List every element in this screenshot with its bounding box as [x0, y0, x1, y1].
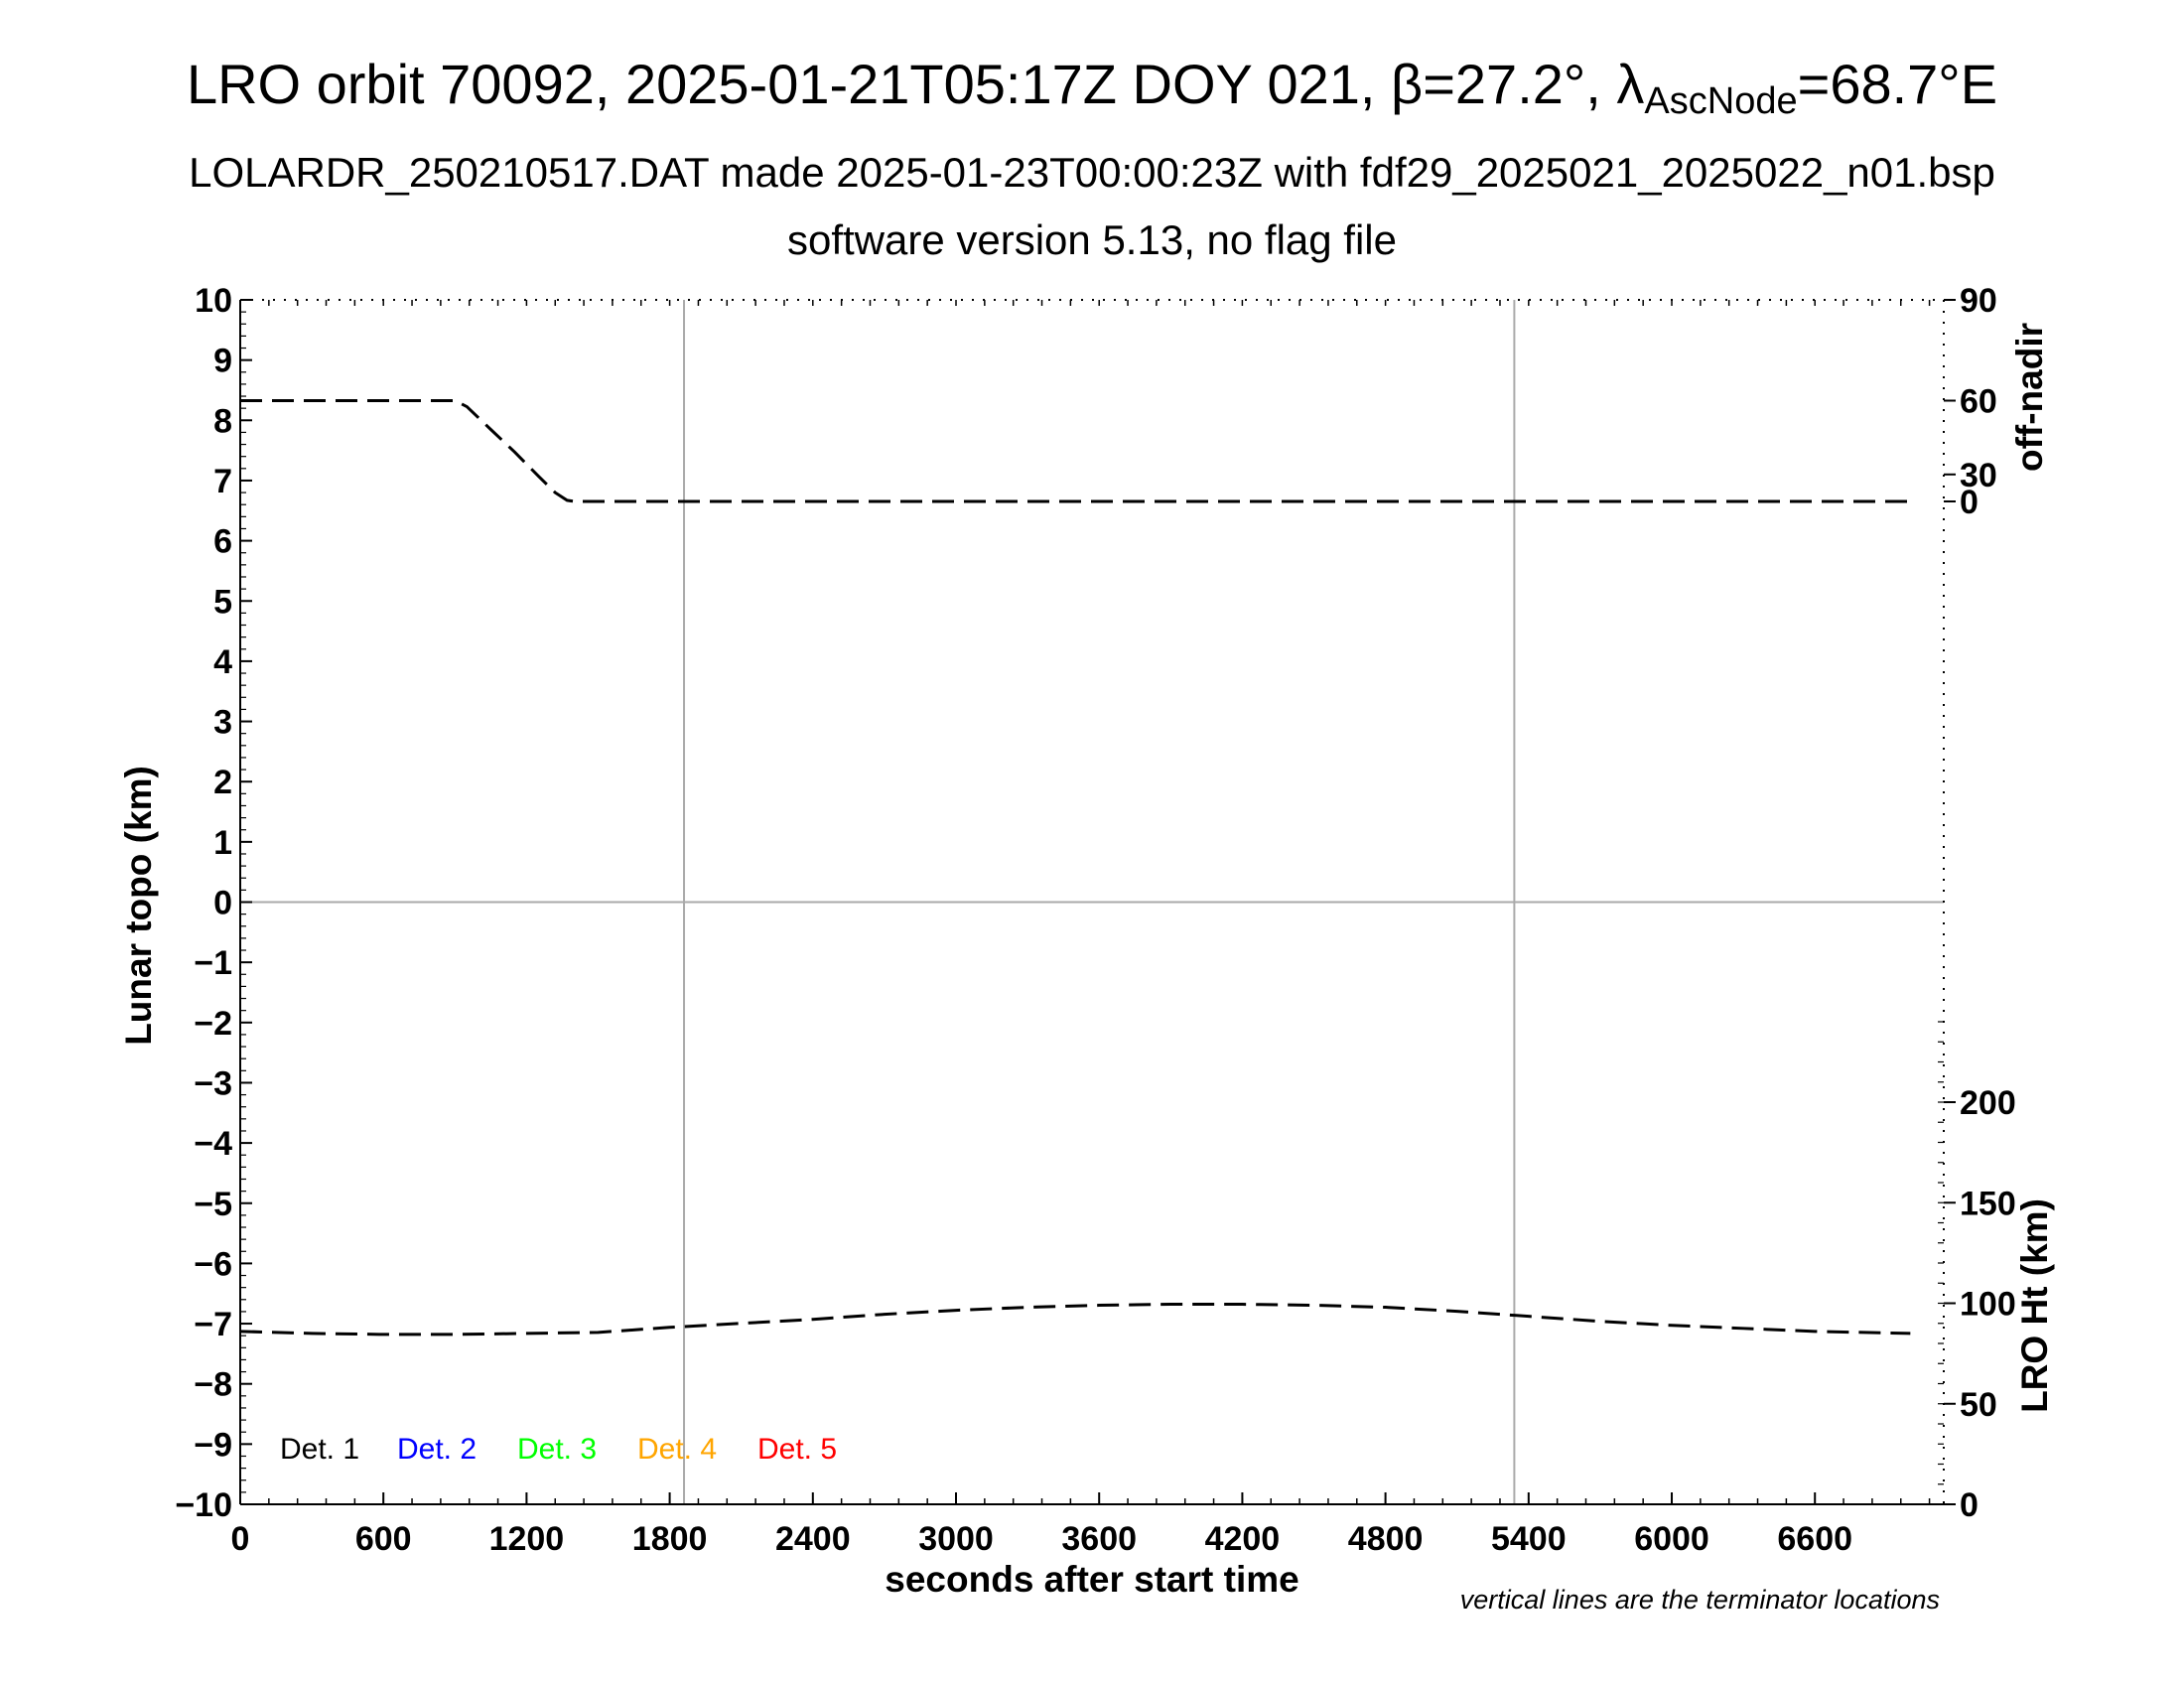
tick-labels: 0 600 1200 1800 2400 3000 3600 4200 4800 5400 6000… [175, 282, 2015, 1558]
lro-height-tick-label: 100 [1960, 1286, 2016, 1324]
x-tick-label: 4800 [1348, 1520, 1424, 1558]
legend-item: Det. 2 [397, 1433, 477, 1466]
y-tick-label: −3 [194, 1064, 232, 1102]
y-tick-label: 4 [213, 643, 232, 681]
y-tick-label: 5 [213, 583, 232, 621]
y-tick-label: 1 [213, 824, 232, 862]
chart-title: LRO orbit 70092, 2025-01-21T05:17Z DOY 0… [0, 52, 2184, 123]
lro-height-tick-label: 150 [1960, 1185, 2016, 1222]
plot-frame [239, 299, 1945, 1505]
legend-item: Det. 4 [637, 1433, 717, 1466]
y-tick-label: −1 [194, 944, 232, 982]
x-tick-label: 6000 [1634, 1520, 1709, 1558]
x-tick-label: 0 [231, 1520, 250, 1558]
y-tick-label: −4 [194, 1125, 232, 1163]
x-tick-label: 600 [355, 1520, 412, 1558]
x-tick-label: 2400 [775, 1520, 851, 1558]
x-tick-label: 6600 [1777, 1520, 1852, 1558]
y-tick-label: 10 [195, 282, 232, 320]
terminator-note: vertical lines are the terminator locati… [1459, 1585, 1940, 1615]
x-axis-label: seconds after start time [885, 1559, 1299, 1600]
y-tick-label: −8 [194, 1366, 232, 1404]
legend-item: Det. 1 [280, 1433, 359, 1466]
data-series [239, 399, 1911, 1336]
axis-ticks [239, 299, 1956, 1505]
off-nadir-series-line [240, 399, 1911, 503]
y-tick-label: −7 [194, 1306, 232, 1343]
y-tick-label: −9 [194, 1426, 232, 1464]
chart-subtitle: LOLARDR_250210517.DAT made 2025-01-23T00… [189, 149, 1995, 196]
x-tick-label: 1800 [632, 1520, 708, 1558]
y-tick-label: −2 [194, 1005, 232, 1043]
y-tick-label: −6 [194, 1245, 232, 1283]
chart-title-main: LRO orbit 70092, 2025-01-21T05:17Z DOY 0… [186, 53, 1645, 115]
legend-item: Det. 5 [757, 1433, 837, 1466]
legend: Det. 1 Det. 2 Det. 3 Det. 4 Det. 5 [280, 1433, 837, 1466]
y-tick-label: 9 [213, 343, 232, 380]
lro-height-tick-label: 0 [1960, 1486, 1979, 1524]
y-tick-label: 2 [213, 764, 232, 801]
x-tick-label: 5400 [1491, 1520, 1567, 1558]
lro-height-axis-label: LRO Ht (km) [2014, 1198, 2055, 1413]
y-tick-label: 8 [213, 402, 232, 440]
y-tick-label: 7 [213, 463, 232, 500]
lro-height-tick-label: 50 [1960, 1386, 1997, 1424]
x-tick-label: 3600 [1061, 1520, 1137, 1558]
y-axis-label: Lunar topo (km) [118, 766, 159, 1046]
chart-title-end: =68.7°E [1797, 53, 1998, 115]
off-nadir-tick-label: 90 [1960, 282, 1997, 320]
y-tick-label: 0 [213, 885, 232, 922]
lro-height-tick-label: 200 [1960, 1084, 2016, 1122]
chart-title-subscript: AscNode [1644, 80, 1798, 122]
off-nadir-tick-label: 30 [1960, 457, 1997, 494]
chart-subtitle-2: software version 5.13, no flag file [786, 216, 1397, 263]
terminator-lines [240, 300, 1944, 1504]
y-tick-label: 6 [213, 523, 232, 561]
off-nadir-axis-label: off-nadir [2009, 322, 2050, 473]
lro-height-series-line [239, 1303, 1911, 1336]
off-nadir-tick-label: 60 [1960, 383, 1997, 421]
y-tick-label: 3 [213, 704, 232, 742]
x-tick-label: 1200 [489, 1520, 565, 1558]
y-tick-label: −5 [194, 1186, 232, 1223]
off-nadir-tick-label: 0 [1960, 484, 1979, 521]
x-tick-label: 4200 [1205, 1520, 1281, 1558]
x-tick-label: 3000 [918, 1520, 994, 1558]
legend-item: Det. 3 [517, 1433, 597, 1466]
y-tick-label: −10 [175, 1486, 232, 1524]
